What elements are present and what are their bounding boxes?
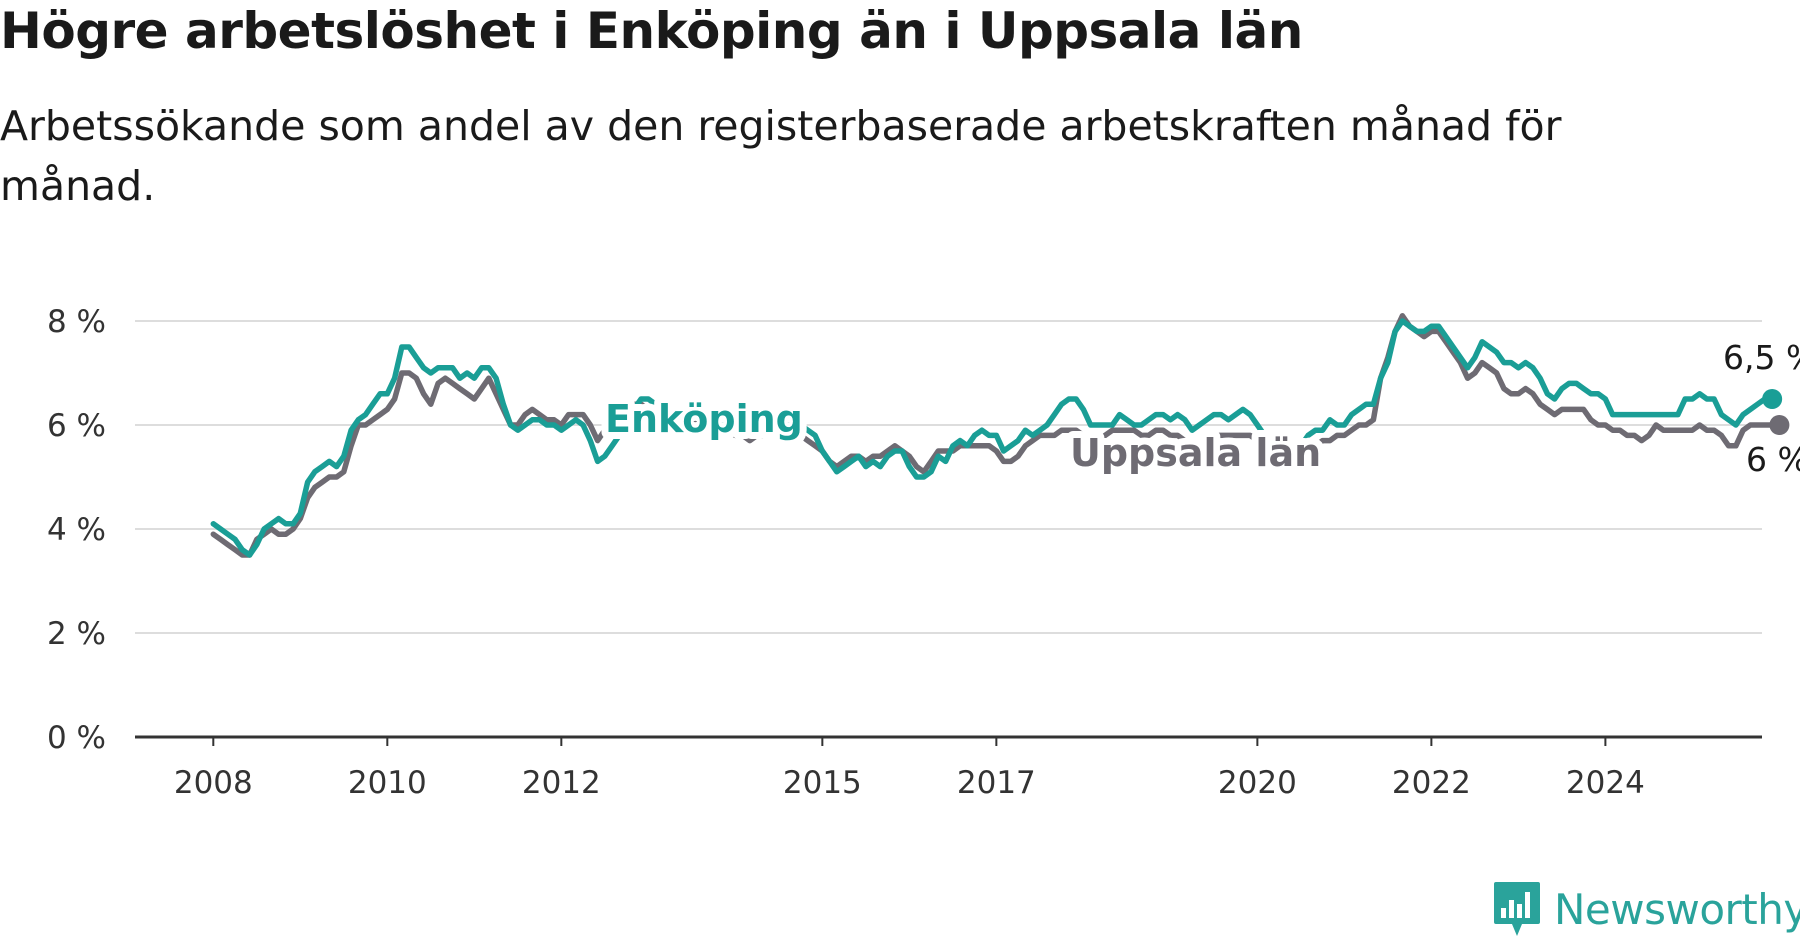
y-tick-label: 4 %: [47, 512, 106, 548]
series-end-point: [1762, 389, 1783, 409]
series-end-point: [1769, 415, 1790, 435]
newsworthy-logo-icon: [1494, 882, 1540, 936]
y-tick-label: 6 %: [47, 408, 106, 444]
y-tick-label: 8 %: [47, 304, 106, 340]
x-tick-label: 2008: [174, 765, 253, 801]
x-tick-label: 2010: [348, 765, 427, 801]
x-tick-label: 2024: [1566, 765, 1645, 801]
y-tick-label: 2 %: [47, 616, 106, 652]
series-labels: Enköping Uppsala län 6,5 % 6 %: [598, 334, 1800, 483]
y-tick-label: 0 %: [47, 720, 106, 756]
x-tick-label: 2015: [783, 765, 862, 801]
series-end-label: 6 %: [1746, 440, 1800, 479]
series-line-uppsala-lan: [210, 313, 1783, 558]
grid-lines: [135, 320, 1762, 634]
series-line-enkoping: [210, 318, 1775, 558]
series-label-enkoping: Enköping: [605, 397, 803, 441]
y-axis: 0 % 2 % 4 % 6 % 8 %: [47, 304, 106, 756]
x-tick-label: 2020: [1218, 765, 1297, 801]
series-label-uppsala-lan: Uppsala län: [1070, 431, 1321, 475]
series-lines: [210, 313, 1783, 558]
x-tick-label: 2022: [1392, 765, 1471, 801]
chart-subtitle: Arbetssökande som andel av den registerb…: [0, 102, 1562, 210]
brand-logo: Newsworthy: [1492, 880, 1800, 938]
brand-name: Newsworthy: [1554, 884, 1800, 934]
series-end-label: 6,5 %: [1723, 338, 1800, 377]
chart-title: Högre arbetslöshet i Enköping än i Uppsa…: [0, 2, 1303, 60]
x-tick-label: 2012: [522, 765, 601, 801]
x-axis: 2008 2010 2012 2015 2017 2020 2022 2024: [135, 735, 1762, 801]
x-tick-label: 2017: [957, 765, 1036, 801]
